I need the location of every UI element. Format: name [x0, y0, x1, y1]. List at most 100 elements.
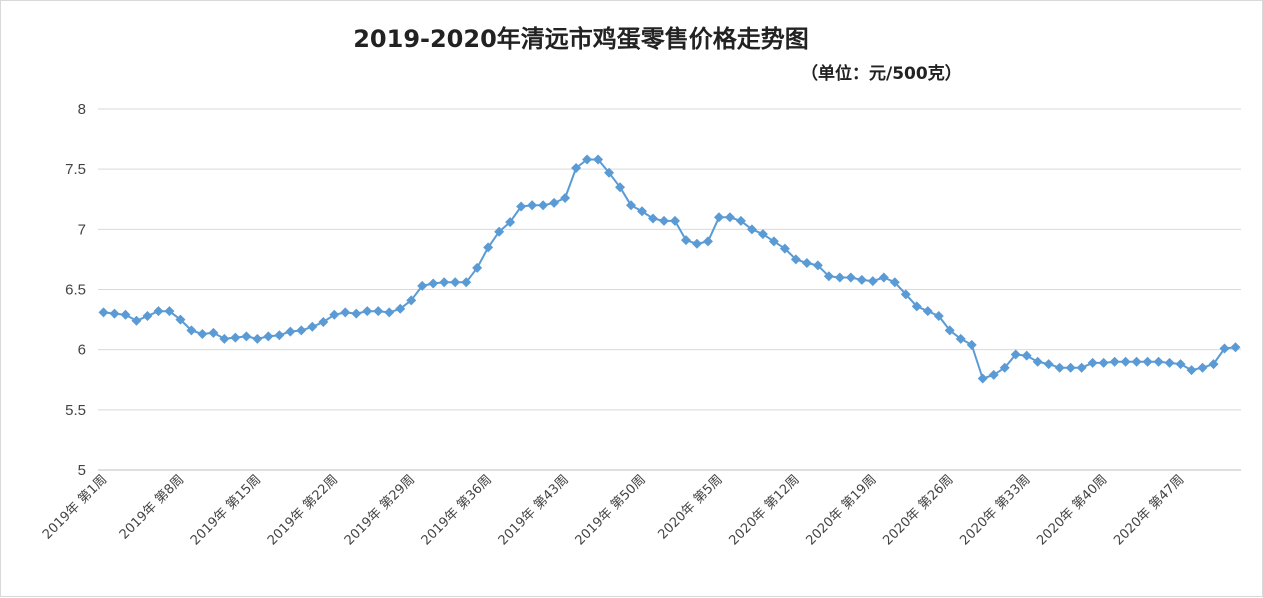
data-point	[966, 339, 977, 350]
data-point	[527, 200, 538, 211]
data-point	[779, 243, 790, 254]
x-tick-label: 2019年 第1周	[40, 472, 110, 542]
data-point	[1131, 356, 1142, 367]
data-point	[252, 333, 263, 344]
y-axis-ticks: 5 5.5 6 6.5 7 7.5 8	[65, 101, 86, 479]
data-point	[560, 193, 571, 204]
data-point	[362, 306, 373, 317]
data-point	[318, 316, 329, 327]
data-point	[450, 277, 461, 288]
data-point	[175, 314, 186, 325]
data-point	[878, 272, 889, 283]
data-point	[1010, 349, 1021, 360]
data-point	[285, 326, 296, 337]
data-point	[439, 277, 450, 288]
data-point	[1230, 342, 1241, 353]
data-point	[1054, 362, 1065, 373]
x-tick-label: 2020年 第47周	[1111, 472, 1187, 548]
data-point	[977, 373, 988, 384]
data-point	[702, 236, 713, 247]
x-tick-label: 2019年 第22周	[265, 472, 341, 548]
data-point	[834, 272, 845, 283]
data-point	[999, 362, 1010, 373]
series-group	[98, 154, 1241, 384]
data-point	[164, 306, 175, 317]
data-point	[461, 277, 472, 288]
data-point	[1164, 357, 1175, 368]
x-axis-ticks: 2019年 第1周 2019年 第8周 2019年 第15周 2019年 第22周 20…	[40, 472, 1187, 548]
data-point	[1087, 357, 1098, 368]
data-point	[1098, 357, 1109, 368]
data-point	[219, 333, 230, 344]
data-point	[648, 213, 659, 224]
data-point	[120, 309, 131, 320]
data-point	[1186, 365, 1197, 376]
x-tick-label: 2020年 第26周	[880, 472, 956, 548]
data-point	[1076, 362, 1087, 373]
data-point	[384, 307, 395, 318]
gridlines	[98, 108, 1241, 471]
data-point	[713, 212, 724, 223]
data-point	[494, 226, 505, 237]
data-point	[142, 310, 153, 321]
data-point	[1109, 356, 1120, 367]
data-point	[1120, 356, 1131, 367]
data-point	[604, 167, 615, 178]
x-tick-label: 2019年 第50周	[573, 472, 649, 548]
x-tick-label: 2020年 第33周	[957, 472, 1033, 548]
data-point	[307, 321, 318, 332]
data-point	[889, 277, 900, 288]
y-tick-label: 5.5	[65, 402, 86, 419]
data-point	[1153, 356, 1164, 367]
data-point	[669, 215, 680, 226]
data-point	[516, 201, 527, 212]
data-point	[845, 272, 856, 283]
y-tick-label: 8	[78, 101, 86, 118]
data-point	[549, 197, 560, 208]
data-point	[197, 329, 208, 340]
data-point	[691, 238, 702, 249]
data-point	[746, 224, 757, 235]
data-point	[153, 306, 164, 317]
data-point	[637, 206, 648, 217]
data-point	[296, 325, 307, 336]
data-point	[417, 280, 428, 291]
data-point	[933, 310, 944, 321]
data-point	[263, 331, 274, 342]
data-point	[186, 325, 197, 336]
x-tick-label: 2020年 第19周	[803, 472, 879, 548]
data-point	[823, 271, 834, 282]
data-point	[955, 333, 966, 344]
x-tick-label: 2019年 第36周	[419, 472, 495, 548]
data-point	[208, 327, 219, 338]
data-point	[109, 308, 120, 319]
data-point	[615, 182, 626, 193]
x-tick-label: 2019年 第43周	[496, 472, 572, 548]
data-point	[801, 258, 812, 269]
data-point	[1142, 356, 1153, 367]
data-point	[856, 274, 867, 285]
data-point	[680, 235, 691, 246]
series-line	[103, 158, 1236, 380]
y-tick-label: 6.5	[65, 282, 86, 299]
data-point	[505, 217, 516, 228]
data-point	[538, 200, 549, 211]
data-point	[1175, 359, 1186, 370]
data-point	[274, 330, 285, 341]
data-point	[428, 278, 439, 289]
y-tick-label: 7.5	[65, 161, 86, 178]
data-point	[1197, 362, 1208, 373]
x-tick-label: 2020年 第12周	[727, 472, 803, 548]
data-point	[98, 307, 109, 318]
data-point	[395, 303, 406, 314]
data-point	[406, 295, 417, 306]
data-point	[922, 306, 933, 317]
data-point	[900, 289, 911, 300]
data-point	[483, 242, 494, 253]
data-point	[1021, 350, 1032, 361]
data-point	[867, 276, 878, 287]
data-point	[812, 260, 823, 271]
data-point	[944, 325, 955, 336]
